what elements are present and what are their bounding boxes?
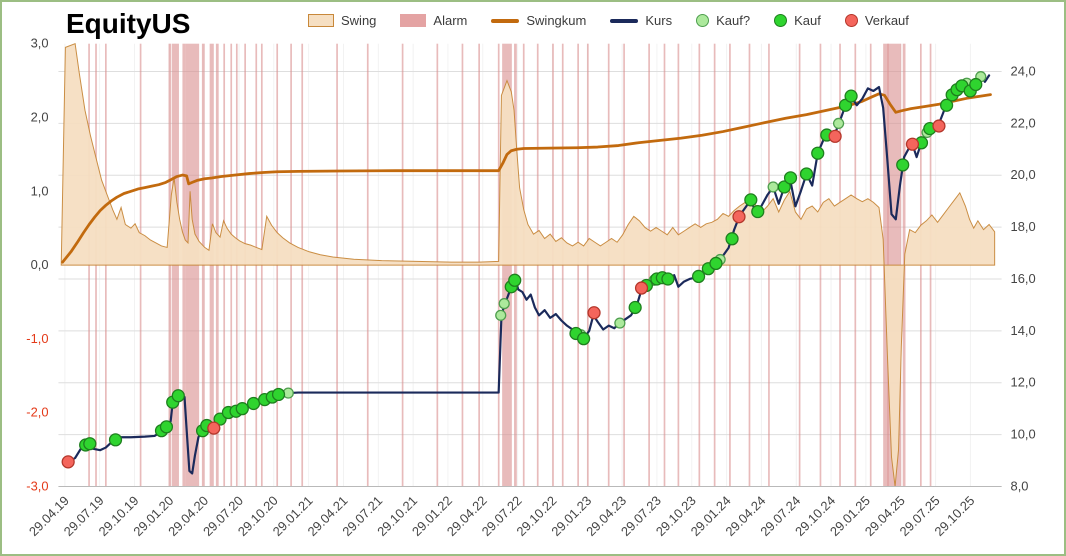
kauf-marker xyxy=(799,167,814,181)
swingkum-line-swatch xyxy=(491,18,520,23)
right-axis-tick-label: 18,0 xyxy=(1011,219,1036,234)
legend-label: Kauf xyxy=(794,13,821,28)
left-axis-tick-label: 0,0 xyxy=(31,257,49,272)
kauf-marker xyxy=(108,433,123,447)
left-axis-tick-label: -3,0 xyxy=(26,478,48,493)
left-axis-tick-label: 3,0 xyxy=(31,36,49,51)
kauf-marker xyxy=(844,89,858,103)
legend-label: Kauf? xyxy=(716,13,751,28)
swing-area-series xyxy=(60,43,996,487)
legend: Swing Alarm Swingkum Kurs Kauf? Kauf Ver… xyxy=(308,13,909,28)
right-axis-tick-label: 22,0 xyxy=(1011,115,1036,130)
legend-item-verkauf[interactable]: Verkauf xyxy=(844,13,909,28)
right-axis-tick-label: 14,0 xyxy=(1011,323,1036,338)
verkauf-marker xyxy=(905,137,920,151)
kauf-marker xyxy=(235,402,249,416)
kauf-marker xyxy=(896,158,910,172)
kurs-line-swatch xyxy=(610,18,639,23)
kauf-marker xyxy=(940,98,954,112)
legend-label: Swing xyxy=(341,13,377,28)
legend-label: Alarm xyxy=(433,13,468,28)
alarm-band-swatch xyxy=(400,14,427,27)
kauf-marker xyxy=(83,437,97,451)
page-title: EquityUS xyxy=(66,8,191,39)
kauf-marker xyxy=(744,193,758,207)
legend-label: Kurs xyxy=(645,13,673,28)
right-axis-tick-label: 10,0 xyxy=(1011,427,1036,442)
verkauf-dot-swatch xyxy=(844,14,858,27)
right-axis-tick-label: 12,0 xyxy=(1011,375,1036,390)
kauf-marker xyxy=(751,204,765,219)
verkauf-marker xyxy=(932,119,946,133)
kauf-marker xyxy=(709,256,723,271)
left-axis-tick-label: -2,0 xyxy=(26,405,48,420)
verkauf-marker xyxy=(587,306,601,320)
left-axis-tick-label: 2,0 xyxy=(31,109,49,124)
kauf-marker xyxy=(811,146,825,160)
kauf-marker xyxy=(661,272,675,286)
verkauf-marker xyxy=(828,129,842,143)
kauf-marker xyxy=(271,387,286,402)
right-axis-tick-label: 24,0 xyxy=(1011,63,1036,78)
left-axis-tick-label: 1,0 xyxy=(31,183,49,198)
kauf-maybe-marker xyxy=(495,309,507,321)
kauf-marker xyxy=(171,389,185,403)
left-axis-tick-label: -1,0 xyxy=(26,331,48,346)
legend-item-kauf[interactable]: Kauf xyxy=(774,13,821,28)
legend-item-swing[interactable]: Swing xyxy=(308,13,376,28)
right-axis-tick-label: 20,0 xyxy=(1011,167,1036,182)
legend-item-kurs[interactable]: Kurs xyxy=(610,13,672,28)
kauf-maybe-marker xyxy=(498,298,510,310)
kauf-maybe-dot-swatch xyxy=(696,14,710,27)
kauf-dot-swatch xyxy=(774,14,788,27)
kauf-marker xyxy=(783,171,798,185)
legend-item-swingkum[interactable]: Swingkum xyxy=(491,13,586,28)
kauf-marker xyxy=(628,300,642,315)
kauf-maybe-marker xyxy=(767,181,779,193)
right-axis-tick-label: 16,0 xyxy=(1011,271,1036,286)
verkauf-marker xyxy=(207,421,221,435)
kauf-marker xyxy=(159,420,174,434)
legend-label: Verkauf xyxy=(864,13,909,28)
kauf-marker xyxy=(969,77,983,92)
kauf-maybe-marker xyxy=(832,117,845,130)
kauf-marker xyxy=(777,180,791,194)
kauf-marker xyxy=(577,332,591,346)
legend-item-kauf-maybe[interactable]: Kauf? xyxy=(696,13,750,28)
kurs-line-series xyxy=(64,74,991,475)
right-axis-tick-label: 8,0 xyxy=(1011,478,1029,493)
verkauf-marker xyxy=(634,281,649,295)
kauf-maybe-marker xyxy=(614,317,626,329)
kauf-marker xyxy=(246,396,261,411)
legend-label: Swingkum xyxy=(526,13,587,28)
kauf-marker xyxy=(691,269,706,284)
verkauf-marker xyxy=(732,210,746,224)
kauf-marker xyxy=(725,232,739,246)
verkauf-marker xyxy=(61,455,75,469)
swingkum-line-series xyxy=(61,92,992,264)
legend-item-alarm[interactable]: Alarm xyxy=(400,13,467,28)
swing-area-swatch xyxy=(308,14,334,27)
kauf-marker xyxy=(508,273,522,287)
